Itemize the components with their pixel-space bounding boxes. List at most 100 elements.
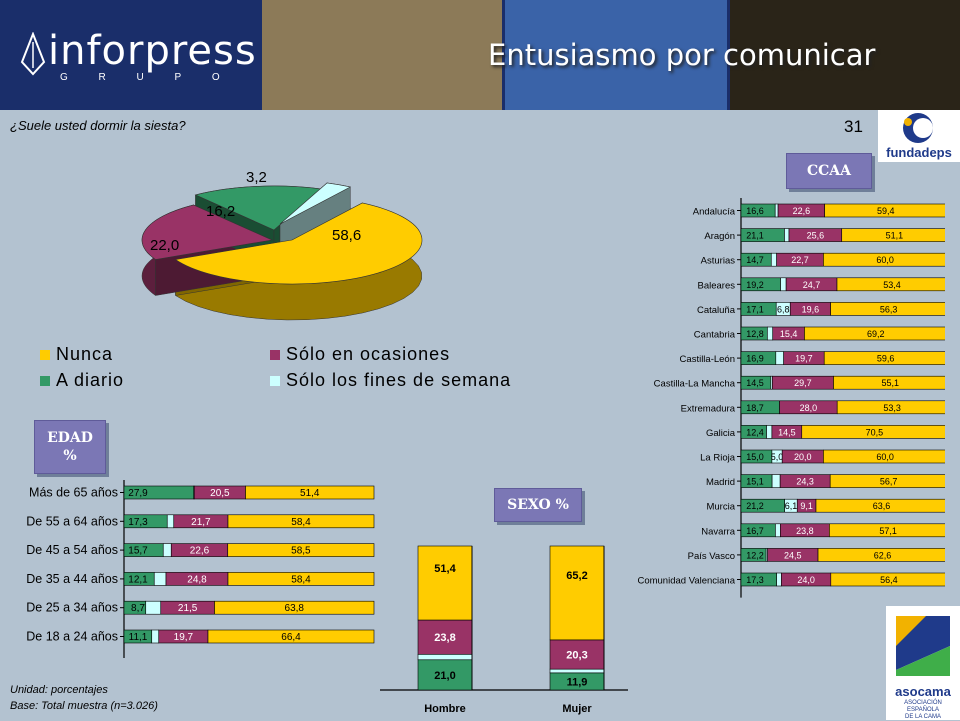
bar-label-diario: 8,7: [131, 603, 145, 614]
bar-segment-fines: [774, 203, 779, 218]
bar-label-ocasiones: 25,6: [807, 231, 825, 241]
pie-legend: Nunca Sólo en ocasiones A diario Sólo lo…: [40, 344, 520, 390]
bar-label-ocasiones: 22,6: [793, 206, 811, 216]
category-label-asturias: Asturias: [701, 256, 736, 267]
bar-label-diario: 12,1: [128, 574, 148, 585]
bar-label-ocasiones: 9,1: [800, 501, 813, 511]
swatch-fines: [270, 376, 280, 387]
bar-label-nunca: 55,1: [881, 378, 899, 388]
bar-segment-nunca: [801, 425, 945, 439]
bar-segment-nunca: [227, 543, 375, 557]
bar-segment-nunca: [245, 485, 375, 500]
bar-label-diario: 27,9: [128, 488, 148, 499]
bar-label-nunca: 51,4: [434, 563, 456, 575]
bar-segment-nunca: [823, 351, 945, 365]
asocama-logo: asocama ASOCIACIÓN ESPAÑOLA DE LA CAMA: [886, 606, 960, 720]
category-label-andalucia: Andalucía: [693, 207, 736, 218]
legend-item-ocasiones: Sólo en ocasiones: [270, 344, 450, 365]
bar-segment-nunca: [815, 498, 945, 513]
bar-segment-ocasiones: [417, 619, 473, 655]
pie-label-a-diario: 16,2: [206, 203, 235, 220]
bar-label-fines: 5,0: [771, 452, 784, 462]
bar-segment-fines: [770, 252, 777, 267]
category-label-hombre: Hombre: [424, 703, 466, 715]
bar-label-diario: 16,7: [746, 526, 764, 536]
bar-label-nunca: 58,4: [291, 517, 311, 528]
bar-label-nunca: 70,5: [866, 427, 884, 437]
bar-segment-diario: [417, 659, 473, 691]
bar-label-diario: 19,2: [746, 280, 764, 290]
bar-segment-fines: [145, 600, 162, 615]
bar-label-ocasiones: 24,0: [797, 575, 815, 585]
bar-label-ocasiones: 20,5: [210, 488, 230, 499]
bar-label-diario: 17,3: [746, 575, 764, 585]
pie-slice-solo-en-ocasiones: [141, 204, 274, 260]
bar-label-nunca: 53,3: [883, 403, 901, 413]
category-label-mas-de-65-anos: Más de 65 años: [29, 486, 118, 500]
bar-segment-fines: [776, 572, 782, 587]
category-label-pais-vasco: País Vasco: [688, 551, 735, 562]
bar-label-diario: 16,6: [746, 206, 764, 216]
category-label-de-35-a-44-anos: De 35 a 44 años: [26, 572, 118, 586]
pie-chart: 58,6 22,0 16,2 3,2: [141, 169, 423, 321]
bar-label-ocasiones: 24,5: [784, 550, 802, 560]
bar-segment-nunca: [823, 252, 945, 267]
bar-label-nunca: 62,6: [874, 550, 892, 560]
bar-label-nunca: 51,1: [886, 231, 904, 241]
ccaa-tag: CCAA: [786, 153, 872, 189]
bar-label-ocasiones: 21,7: [191, 517, 211, 528]
category-label-galicia: Galicia: [706, 428, 736, 439]
bar-label-ocasiones: 22,7: [791, 255, 809, 265]
bar-label-diario: 12,4: [746, 427, 764, 437]
brand-subtitle: G R U P O: [60, 72, 234, 83]
bar-label-nunca: 58,5: [291, 546, 311, 557]
bar-segment-nunca: [227, 572, 375, 586]
bar-label-nunca: 59,4: [877, 206, 895, 216]
bar-label-ocasiones: 19,7: [174, 632, 194, 643]
bar-label-ocasiones: 21,5: [178, 603, 198, 614]
bar-label-nunca: 60,0: [876, 452, 894, 462]
bar-segment-fines: [771, 474, 781, 488]
pen-nib-icon: [20, 32, 46, 76]
bar-label-nunca: 63,6: [873, 501, 891, 511]
bar-label-diario: 17,1: [746, 304, 764, 314]
bar-label-ocasiones: 15,4: [780, 329, 798, 339]
legend-item-fines: Sólo los fines de semana: [270, 370, 511, 391]
bar-segment-fines: [766, 425, 773, 439]
fundadeps-logo: fundadeps: [878, 110, 960, 162]
bar-label-nunca: 51,4: [300, 488, 320, 499]
bar-segment-nunca: [841, 228, 945, 242]
pie-label-solo-los-fines-de-semana: 3,2: [246, 169, 267, 186]
category-label-castilla-leon: Castilla-León: [680, 354, 735, 365]
bar-label-diario: 21,2: [746, 501, 764, 511]
bar-label-diario: 16,9: [746, 354, 764, 364]
bar-segment-nunca: [829, 523, 945, 538]
category-label-la-rioja: La Rioja: [700, 453, 736, 464]
category-label-madrid: Madrid: [706, 477, 735, 488]
bar-segment-fines: [153, 572, 167, 586]
bar-segment-nunca: [830, 572, 945, 587]
bar-segment-nunca: [823, 449, 945, 464]
bar-label-ocasiones: 23,8: [434, 632, 455, 644]
bar-label-ocasiones: 29,7: [794, 378, 812, 388]
bar-label-ocasiones: 28,0: [800, 403, 818, 413]
edad-tag: EDAD%: [34, 420, 106, 474]
bar-label-diario: 11,9: [567, 676, 588, 688]
bar-segment-nunca: [214, 600, 375, 615]
bar-label-nunca: 57,1: [879, 526, 897, 536]
bar-label-diario: 15,1: [746, 477, 764, 487]
bar-segment-nunca: [829, 474, 945, 488]
bar-segment-nunca: [804, 326, 945, 341]
pie-slice-solo-los-fines-de-semana: [279, 182, 352, 225]
bar-label-diario: 12,2: [746, 550, 764, 560]
bar-label-nunca: 69,2: [867, 329, 885, 339]
category-label-extremadura: Extremadura: [681, 403, 736, 414]
bar-label-nunca: 56,7: [880, 477, 898, 487]
bar-segment-nunca: [549, 545, 605, 641]
bar-segment-nunca: [417, 545, 473, 621]
bar-label-nunca: 56,4: [880, 575, 898, 585]
bar-label-nunca: 65,2: [566, 570, 587, 582]
bar-segment-fines: [417, 653, 473, 661]
pie-slice-a-diario: [194, 185, 322, 231]
bar-label-ocasiones: 22,6: [190, 546, 210, 557]
